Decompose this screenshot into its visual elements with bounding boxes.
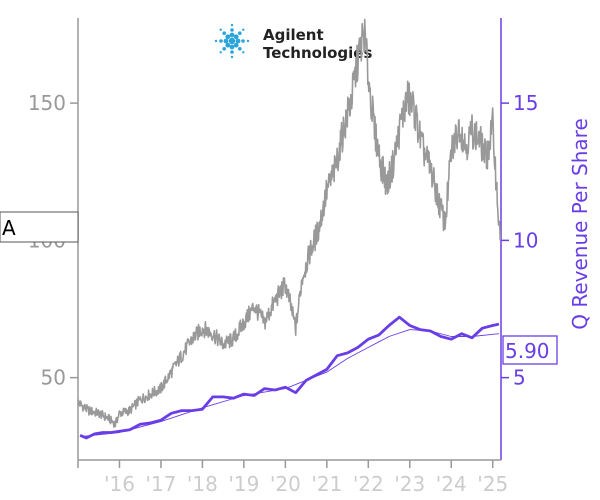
- x-tick-label: '17: [145, 472, 176, 496]
- spark-dot: [230, 50, 234, 54]
- spark-dot: [223, 38, 229, 44]
- left-tick-label: 150: [28, 91, 66, 115]
- series-price-line: [77, 18, 501, 428]
- spark-dot: [222, 31, 226, 35]
- right-axis-title: Q Revenue Per Share: [568, 118, 592, 330]
- spark-dot: [238, 31, 242, 35]
- right-axis: 5 10 15: [500, 18, 538, 460]
- spark-dot: [233, 42, 239, 48]
- x-tick-label: '22: [353, 472, 384, 496]
- spark-dot: [230, 23, 234, 27]
- logo-line1: Agilent: [263, 26, 324, 44]
- x-tick-label: '24: [436, 472, 467, 496]
- spark-dot: [225, 42, 231, 48]
- spark-dot: [230, 28, 234, 32]
- spark-dot: [238, 47, 242, 51]
- spark-dot: [219, 51, 222, 54]
- ticker-label-box: [0, 211, 79, 243]
- x-tick-label: '19: [228, 472, 259, 496]
- spark-dot: [228, 37, 236, 45]
- spark-dot: [242, 28, 245, 31]
- x-tick-label: '16: [104, 472, 135, 496]
- spark-dot: [229, 44, 235, 50]
- series-q-revenue-per-share-trend-line: [80, 329, 499, 438]
- agilent-spark-icon: [214, 23, 250, 59]
- spark-dot: [222, 47, 226, 51]
- series-q-revenue-per-share-line: [79, 315, 500, 440]
- last-value-label: 5.90: [502, 335, 558, 365]
- last-value-text: 5.90: [505, 339, 550, 363]
- spark-dot: [219, 39, 223, 43]
- series-layer: [77, 18, 501, 440]
- last-value-box: [502, 335, 558, 365]
- x-tick-label: '18: [187, 472, 218, 496]
- x-tick-label: '25: [477, 472, 508, 496]
- x-tick-label: '21: [311, 472, 342, 496]
- x-axis: '16 '17 '18 '19 '20 '21 '22 '23 '24 '25: [77, 459, 508, 496]
- spark-dot: [214, 39, 218, 43]
- x-tick-label: '23: [394, 472, 425, 496]
- spark-dot: [229, 32, 235, 38]
- right-tick-label: 10: [513, 228, 538, 252]
- left-tick-label: 50: [41, 366, 66, 390]
- spark-dot: [241, 39, 245, 43]
- spark-dot: [225, 34, 231, 40]
- spark-dot: [246, 39, 250, 43]
- spark-dot: [235, 38, 241, 44]
- agilent-logo: Agilent Technologies: [214, 23, 372, 62]
- right-tick-label: 5: [513, 366, 526, 390]
- spark-dot: [233, 34, 239, 40]
- right-tick-label: 15: [513, 91, 538, 115]
- spark-dot: [219, 28, 222, 31]
- x-tick-label: '20: [270, 472, 301, 496]
- spark-dot: [230, 55, 234, 59]
- spark-dot: [242, 51, 245, 54]
- ticker-label-text: A: [2, 216, 16, 240]
- ticker-label: A: [0, 211, 79, 243]
- logo-line2: Technologies: [263, 44, 372, 62]
